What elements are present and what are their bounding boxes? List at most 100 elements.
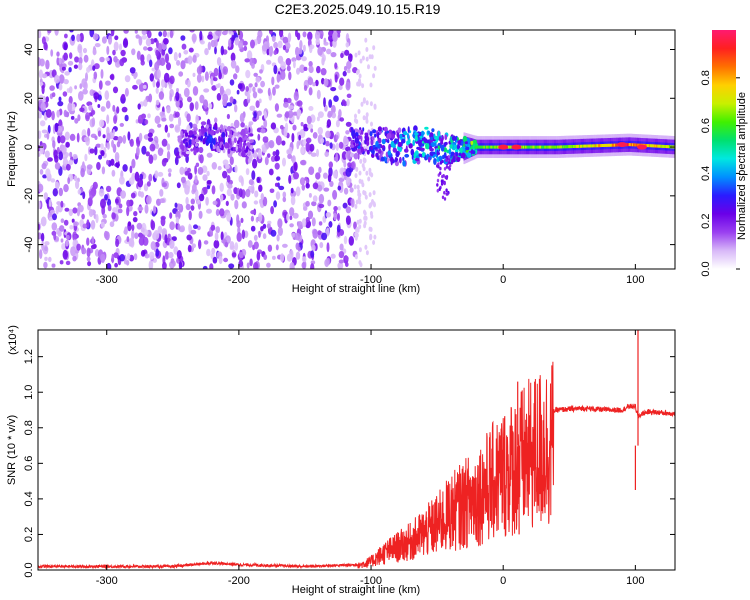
heatmap-cell <box>39 145 44 155</box>
heatmap-cell <box>455 139 458 143</box>
heatmap-cell <box>192 72 196 77</box>
heatmap-cell <box>227 137 231 144</box>
heatmap-cell <box>328 99 333 108</box>
heatmap-cell <box>89 190 95 199</box>
heatmap-cell <box>70 115 75 120</box>
heatmap-cell <box>97 130 102 137</box>
heatmap-cell <box>51 222 58 231</box>
heatmap-cell <box>61 145 67 155</box>
heatmap-cell <box>222 170 228 179</box>
heatmap-cell <box>53 149 58 160</box>
heatmap-cell <box>575 144 578 148</box>
heatmap-cell <box>307 210 314 220</box>
heatmap-cell <box>111 169 116 177</box>
heatmap-cell <box>664 145 667 148</box>
heatmap-cell <box>105 185 112 193</box>
heatmap-cell <box>127 131 131 141</box>
heatmap-cell <box>354 113 357 119</box>
heatmap-cell <box>601 144 603 147</box>
heatmap-cell <box>585 144 587 148</box>
heatmap-cell <box>197 166 204 175</box>
heatmap-cell <box>106 114 110 124</box>
heatmap-cell <box>75 180 80 190</box>
heatmap-cell <box>308 106 314 111</box>
x-tick-label: -300 <box>96 274 118 286</box>
heatmap-cell <box>343 135 348 144</box>
heatmap-cell <box>649 144 652 148</box>
heatmap-cell <box>572 145 575 148</box>
heatmap-cell <box>178 71 184 77</box>
heatmap-cell <box>249 145 254 150</box>
heatmap-cell <box>38 57 41 67</box>
heatmap-cell <box>168 251 174 259</box>
heatmap-cell <box>272 86 276 96</box>
heatmap-cell <box>142 236 149 246</box>
x-tick-label: 100 <box>626 274 644 286</box>
heatmap-cell <box>211 85 217 91</box>
heatmap-cell <box>148 173 153 182</box>
heatmap-cell <box>525 145 527 149</box>
heatmap-cell <box>157 123 162 128</box>
heatmap-cell <box>185 141 189 148</box>
heatmap-cell <box>337 32 341 38</box>
heatmap-cell <box>587 144 589 148</box>
heatmap-cell <box>461 152 466 159</box>
heatmap-cell <box>199 94 205 104</box>
heatmap-cell <box>231 34 235 42</box>
heatmap-cell <box>210 39 216 48</box>
heatmap-cell <box>436 188 439 193</box>
heatmap-cell <box>309 143 315 152</box>
heatmap-cell <box>96 161 101 171</box>
heatmap-cell <box>42 174 47 179</box>
heatmap-cell <box>311 244 316 252</box>
heatmap-cell <box>440 179 444 183</box>
heatmap-cell <box>345 262 349 267</box>
heatmap-cell <box>427 156 431 163</box>
heatmap-cell <box>343 235 348 245</box>
heatmap-cell <box>312 229 319 239</box>
heatmap-cell <box>292 212 299 219</box>
heatmap-cell <box>124 75 131 83</box>
heatmap-cell <box>214 231 219 241</box>
heatmap-cell <box>219 182 224 192</box>
heatmap-cell <box>360 101 364 107</box>
heatmap-cell <box>199 130 202 138</box>
heatmap-cell <box>305 137 312 144</box>
heatmap-cell <box>113 252 119 259</box>
heatmap-cell <box>255 100 260 108</box>
heatmap-cell <box>52 213 57 221</box>
heatmap-cell <box>39 169 44 175</box>
heatmap-cell <box>72 207 78 214</box>
heatmap-cell <box>147 113 151 119</box>
heatmap-cell <box>263 119 268 129</box>
heatmap-cell <box>215 30 221 36</box>
heatmap-cell <box>546 145 548 149</box>
heatmap-cell <box>236 89 240 95</box>
heatmap-cell <box>427 130 431 135</box>
heatmap-cell <box>245 168 250 176</box>
heatmap-cell <box>531 145 533 149</box>
heatmap-cell <box>188 210 192 221</box>
heatmap-cell <box>317 46 323 56</box>
heatmap-cell <box>129 138 134 147</box>
heatmap-cell <box>345 81 351 91</box>
heatmap-cell <box>362 115 366 121</box>
heatmap-cell <box>38 130 42 139</box>
heatmap-cell <box>373 202 376 208</box>
heatmap-cell <box>510 145 512 149</box>
heatmap-cell <box>274 182 279 187</box>
colorbar-tick-label: 0.4 <box>700 166 712 181</box>
heatmap-cell <box>394 156 398 163</box>
heatmap-cell <box>327 199 332 207</box>
heatmap-cell <box>66 234 70 240</box>
heatmap-cell <box>198 146 204 154</box>
spectrogram-x-axis-label: Height of straight line (km) <box>292 283 420 295</box>
heatmap-cell <box>477 145 479 149</box>
heatmap-cell <box>325 130 331 139</box>
heatmap-cell <box>166 143 171 151</box>
heatmap-cell <box>448 167 451 171</box>
heatmap-cell <box>136 79 142 85</box>
heatmap-cell <box>162 182 167 188</box>
heatmap-cell <box>308 61 313 67</box>
heatmap-cell <box>358 247 362 253</box>
